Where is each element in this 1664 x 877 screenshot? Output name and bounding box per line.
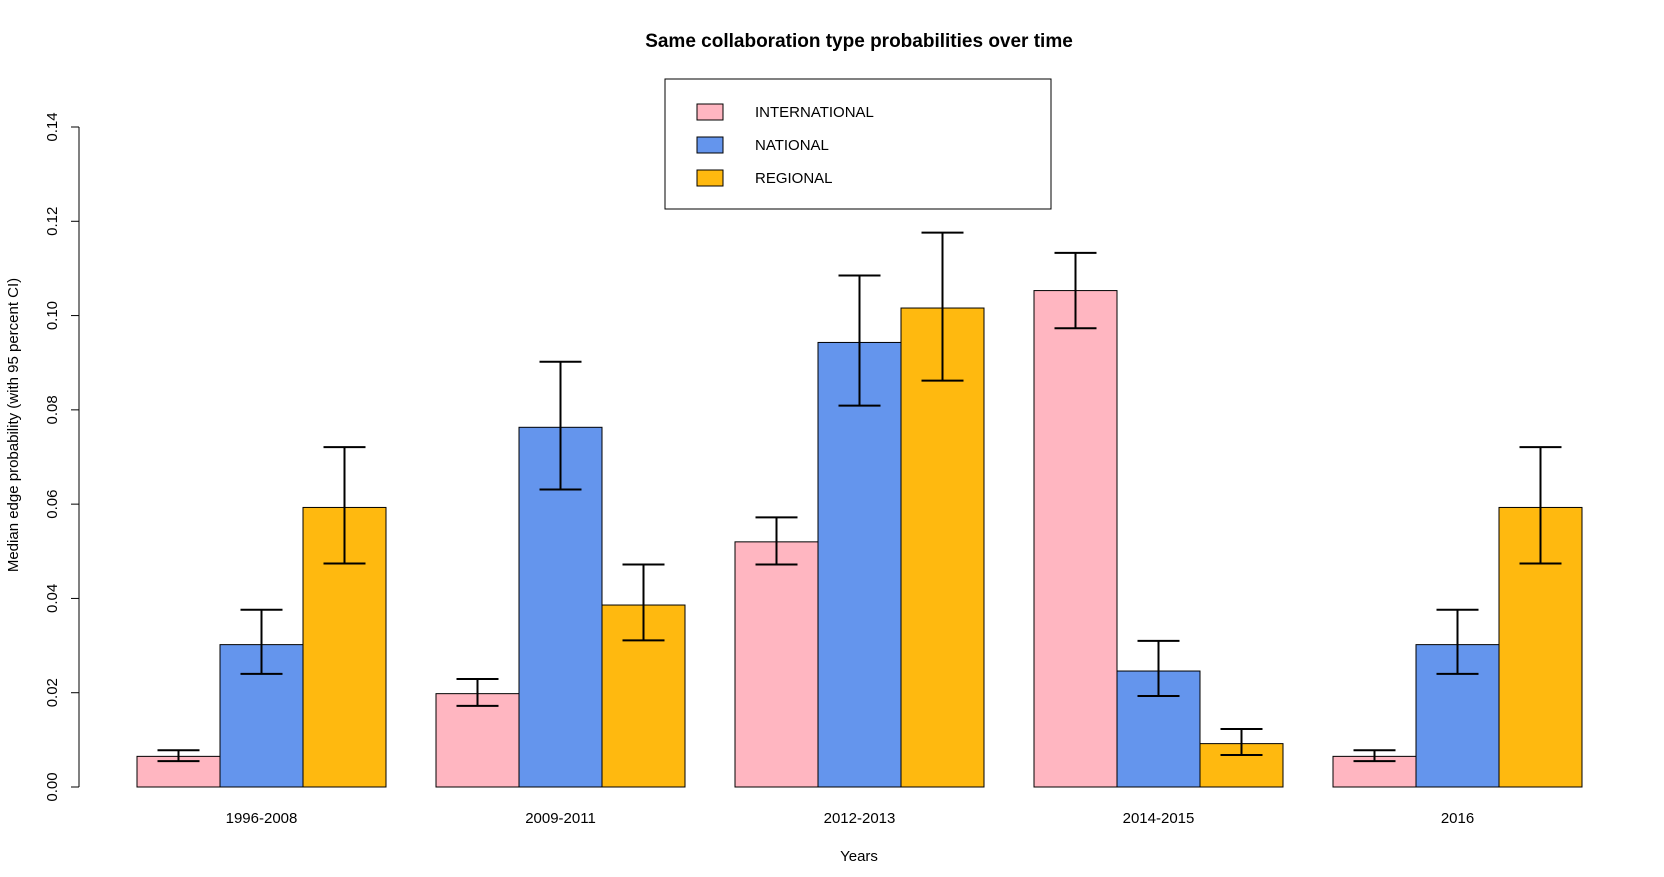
y-tick-label: 0.08 bbox=[44, 395, 61, 424]
x-axis-categories: 1996-2008 2009-2011 2012-2013 2014-2015 2016 bbox=[226, 810, 1475, 827]
y-tick-label: 0.04 bbox=[44, 584, 61, 613]
x-category-label: 2014-2015 bbox=[1123, 810, 1195, 827]
legend-box bbox=[664, 78, 1052, 210]
y-axis-label: Median edge probability (with 95 percent… bbox=[5, 278, 22, 572]
bar bbox=[817, 341, 902, 788]
bar bbox=[900, 307, 985, 788]
y-axis: 0.00 0.02 0.04 0.06 0.08 0.10 0.12 0.14 bbox=[44, 112, 80, 802]
bar bbox=[1199, 743, 1284, 788]
legend-label: INTERNATIONAL bbox=[755, 104, 874, 121]
error-bars-group bbox=[157, 231, 1562, 763]
x-axis-label: Years bbox=[840, 848, 878, 865]
x-category-label: 1996-2008 bbox=[226, 810, 298, 827]
y-tick-label: 0.10 bbox=[44, 301, 61, 330]
x-category-label: 2016 bbox=[1441, 810, 1474, 827]
x-category-label: 2012-2013 bbox=[824, 810, 896, 827]
legend-swatch bbox=[696, 169, 724, 187]
legend-swatch bbox=[696, 136, 724, 154]
y-tick-label: 0.00 bbox=[44, 772, 61, 801]
y-tick-label: 0.06 bbox=[44, 490, 61, 519]
y-tick-label: 0.02 bbox=[44, 678, 61, 707]
bar bbox=[1033, 290, 1118, 788]
legend-swatch bbox=[696, 103, 724, 121]
bar bbox=[435, 693, 520, 788]
y-tick-label: 0.12 bbox=[44, 207, 61, 236]
legend-label: NATIONAL bbox=[755, 137, 829, 154]
x-category-label: 2009-2011 bbox=[525, 810, 596, 827]
legend-label: REGIONAL bbox=[755, 170, 833, 187]
bar bbox=[734, 541, 819, 788]
chart-title: Same collaboration type probabilities ov… bbox=[645, 31, 1073, 52]
bars-group bbox=[136, 290, 1583, 788]
y-tick-label: 0.14 bbox=[44, 112, 61, 141]
legend: INTERNATIONAL NATIONAL REGIONAL bbox=[664, 78, 1052, 210]
